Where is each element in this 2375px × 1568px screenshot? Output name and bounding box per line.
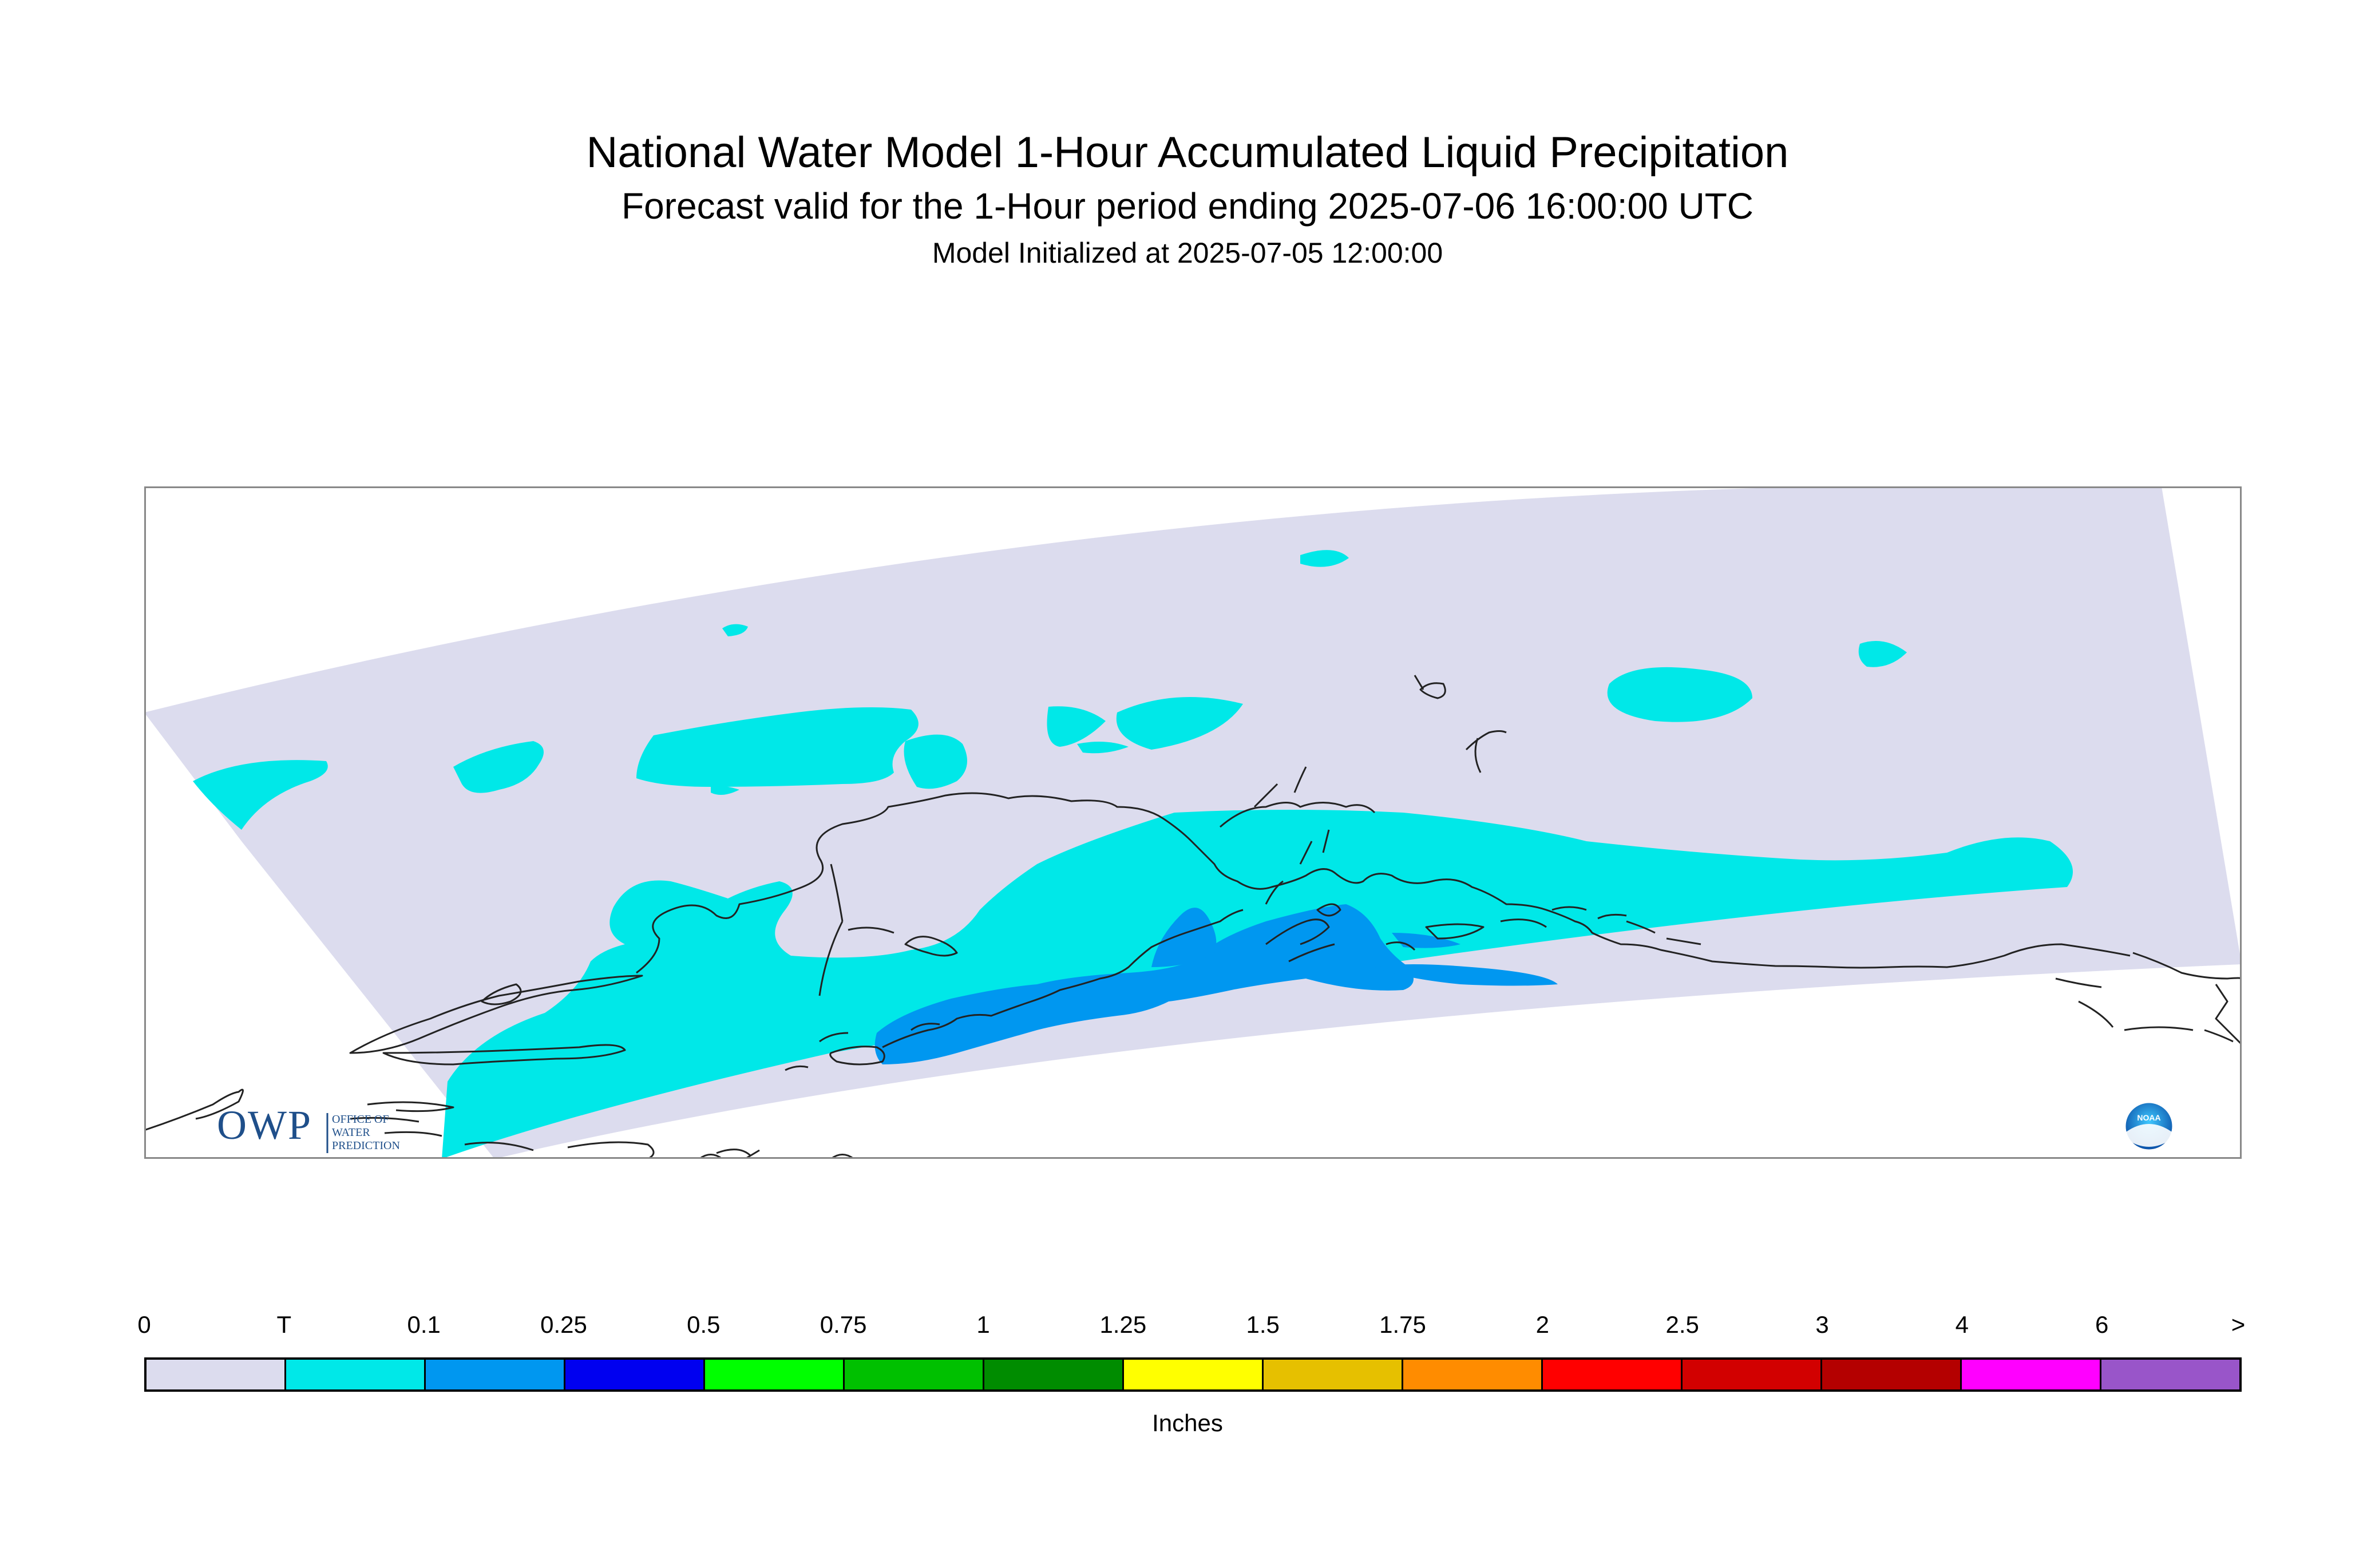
legend-tick-label: > <box>2231 1311 2246 1338</box>
legend-swatch <box>984 1360 1124 1389</box>
legend-swatch <box>2101 1360 2239 1389</box>
legend-swatch <box>1822 1360 1962 1389</box>
owp-logo: OWP OFFICE OF WATER PREDICTION <box>217 1102 400 1153</box>
legend-tick-label: 0.5 <box>687 1311 721 1338</box>
noaa-logo: NOAA <box>2124 1101 2174 1151</box>
legend-swatch <box>705 1360 845 1389</box>
legend-swatch <box>426 1360 565 1389</box>
legend-tick-label: 0.75 <box>820 1311 867 1338</box>
legend-swatch <box>1962 1360 2101 1389</box>
owp-logo-main: OWP <box>217 1102 312 1148</box>
legend-tick-label: 0.25 <box>540 1311 587 1338</box>
map-title: National Water Model 1-Hour Accumulated … <box>586 128 1789 177</box>
light-precip-areas <box>874 904 1558 1064</box>
legend-swatch <box>1403 1360 1543 1389</box>
legend-tick-label: 1.75 <box>1379 1311 1426 1338</box>
legend-tick-label: T <box>276 1311 292 1338</box>
legend-tick-label: 0 <box>137 1311 151 1338</box>
legend-swatch <box>1264 1360 1403 1389</box>
legend-tick-label: 3 <box>1815 1311 1829 1338</box>
legend-tick-label: 1 <box>976 1311 990 1338</box>
legend-tick-label: 0.1 <box>407 1311 441 1338</box>
legend-tick-label: 2.5 <box>1665 1311 1699 1338</box>
owp-logo-line2: WATER <box>332 1126 370 1139</box>
legend-swatch <box>1124 1360 1264 1389</box>
coastlines <box>144 675 2242 1159</box>
legend-tick-label: 1.25 <box>1099 1311 1147 1338</box>
noaa-logo-text: NOAA <box>2137 1113 2160 1122</box>
legend-swatch <box>845 1360 984 1389</box>
legend-labels: 0 T 0.1 0.25 0.5 0.75 1 1.25 1.5 1.75 2 2.5 3 4 6 > <box>0 1310 2375 1351</box>
trace-precip-areas <box>193 550 2073 1159</box>
legend-swatch <box>286 1360 426 1389</box>
out-of-domain-area <box>144 712 494 1159</box>
owp-logo-line3: PREDICTION <box>332 1139 400 1152</box>
legend-color-bar <box>144 1357 2242 1392</box>
map-subtitle: Forecast valid for the 1-Hour period end… <box>621 185 1754 227</box>
legend-tick-label: 4 <box>1955 1311 1969 1338</box>
owp-logo-line1: OFFICE OF <box>332 1113 389 1126</box>
legend-tick-label: 6 <box>2095 1311 2109 1338</box>
map-frame <box>144 486 2242 1159</box>
legend-swatch <box>147 1360 286 1389</box>
model-init-line: Model Initialized at 2025-07-05 12:00:00 <box>932 237 1443 269</box>
legend-swatch <box>1543 1360 1683 1389</box>
legend-swatch <box>1683 1360 1822 1389</box>
legend-tick-label: 1.5 <box>1246 1311 1280 1338</box>
legend-swatch <box>565 1360 705 1389</box>
legend-units: Inches <box>1152 1409 1223 1436</box>
precipitation-map: OWP OFFICE OF WATER PREDICTION NOAA <box>144 486 2242 1159</box>
legend-tick-label: 2 <box>1535 1311 1550 1338</box>
